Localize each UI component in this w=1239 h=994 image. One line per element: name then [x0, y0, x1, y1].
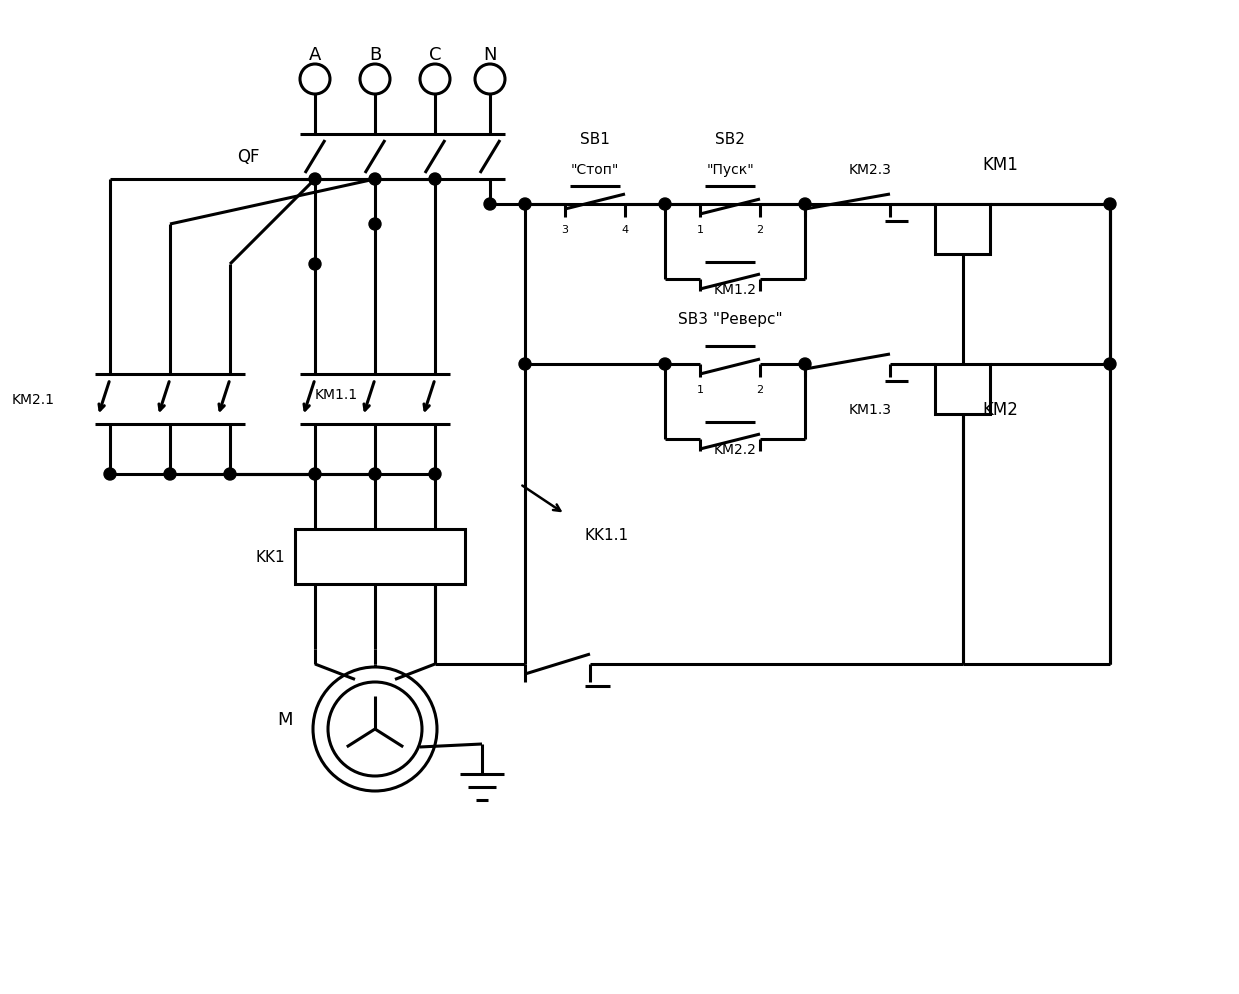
Text: 2: 2 — [757, 385, 763, 395]
Text: SB1: SB1 — [580, 132, 610, 147]
Circle shape — [164, 468, 176, 480]
Text: 3: 3 — [561, 225, 569, 235]
Text: KM1.2: KM1.2 — [714, 282, 757, 296]
Bar — [295, 530, 465, 584]
Circle shape — [659, 359, 672, 371]
Text: B: B — [369, 46, 382, 64]
Circle shape — [369, 468, 382, 480]
Text: KM1.1: KM1.1 — [315, 388, 358, 402]
Text: C: C — [429, 46, 441, 64]
Circle shape — [429, 468, 441, 480]
Circle shape — [1104, 359, 1116, 371]
Circle shape — [1104, 199, 1116, 211]
Circle shape — [309, 258, 321, 270]
Text: 1: 1 — [696, 225, 704, 235]
Circle shape — [799, 199, 812, 211]
Text: KM1.3: KM1.3 — [849, 403, 892, 416]
Bar — [935, 365, 990, 414]
Text: N: N — [483, 46, 497, 64]
Circle shape — [484, 199, 496, 211]
Text: A: A — [309, 46, 321, 64]
Text: KM2.3: KM2.3 — [849, 163, 891, 177]
Circle shape — [429, 174, 441, 186]
Text: 4: 4 — [622, 225, 628, 235]
Circle shape — [224, 468, 235, 480]
Text: KM1: KM1 — [983, 156, 1018, 174]
Text: KM2: KM2 — [983, 401, 1018, 418]
Circle shape — [309, 174, 321, 186]
Text: KK1: KK1 — [255, 550, 285, 565]
Circle shape — [369, 219, 382, 231]
Text: "Стоп": "Стоп" — [571, 163, 620, 177]
Circle shape — [659, 199, 672, 211]
Text: QF: QF — [238, 148, 260, 166]
Circle shape — [309, 468, 321, 480]
Circle shape — [519, 359, 532, 371]
Text: SB2: SB2 — [715, 132, 745, 147]
Circle shape — [519, 199, 532, 211]
Text: KM2.1: KM2.1 — [12, 393, 55, 407]
Text: "Пуск": "Пуск" — [706, 163, 753, 177]
Text: KM2.2: KM2.2 — [714, 442, 757, 456]
Circle shape — [369, 174, 382, 186]
Text: 1: 1 — [696, 385, 704, 395]
Circle shape — [799, 359, 812, 371]
Text: 2: 2 — [757, 225, 763, 235]
Bar — [935, 205, 990, 254]
Text: KK1.1: KK1.1 — [585, 527, 629, 542]
Text: SB3 "Реверс": SB3 "Реверс" — [678, 312, 782, 327]
Circle shape — [104, 468, 116, 480]
Text: M: M — [278, 711, 292, 729]
